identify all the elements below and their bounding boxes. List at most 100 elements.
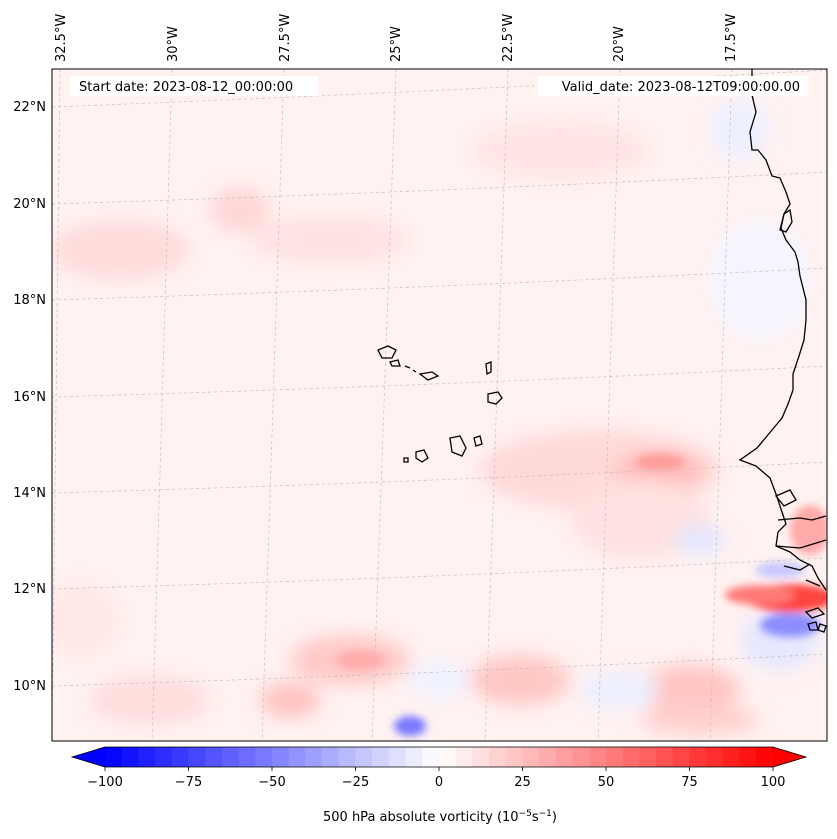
lat-label: 22°N (13, 100, 46, 115)
colorbar-tick-label: −75 (175, 775, 202, 790)
coast-detail (779, 208, 793, 233)
island (377, 345, 397, 359)
colorbar-segment (455, 747, 473, 767)
colorbar-segment (555, 747, 574, 767)
coast-detail (775, 515, 827, 549)
lat-label: 16°N (13, 390, 46, 405)
colorbar-segment (672, 747, 691, 767)
island (403, 457, 409, 463)
colorbar-segment (606, 747, 624, 767)
colorbar-label: 500 hPa absolute vorticity (10−5s−1) (323, 809, 557, 825)
lat-label: 14°N (13, 486, 46, 501)
colorbar-segment (589, 747, 607, 767)
colorbar-segment (121, 747, 139, 767)
colorbar-tick-label: 0 (435, 775, 443, 790)
vorticity-core (635, 454, 685, 470)
colorbar-tick-label: 75 (681, 775, 698, 790)
island (473, 435, 483, 447)
colorbar-segment (689, 747, 707, 767)
colorbar-tick-label: 100 (761, 775, 786, 790)
colorbar-tick-label: −50 (258, 775, 285, 790)
colorbar-segment (722, 747, 741, 767)
vorticity-core (755, 562, 805, 578)
vorticity-blob (710, 100, 770, 160)
island (449, 435, 467, 457)
lon-label: 20°W (612, 26, 627, 62)
colorbar-segment (739, 747, 757, 767)
colorbar-segment (355, 747, 373, 767)
lon-label: 22.5°W (501, 14, 516, 62)
coast-detail (774, 489, 797, 507)
vorticity-core (760, 613, 820, 637)
vorticity-core (394, 716, 426, 736)
map-background (52, 69, 827, 741)
island (487, 391, 503, 405)
coastline (738, 69, 827, 633)
lon-label: 30°W (166, 26, 181, 62)
colorbar-segment (255, 747, 273, 767)
colorbar-segment (138, 747, 156, 767)
longitude-labels: 32.5°W 30°W 27.5°W 25°W 22.5°W 20°W 17.5… (54, 14, 739, 62)
colorbar-tick-label: −25 (342, 775, 369, 790)
colorbar-segment (238, 747, 256, 767)
vorticity-blob (675, 525, 725, 555)
colorbar-segment (472, 747, 490, 767)
colorbar-segment (622, 747, 640, 767)
island (389, 359, 401, 367)
lat-label: 10°N (13, 679, 46, 694)
latitude-labels: 22°N 20°N 18°N 16°N 14°N 12°N 10°N (13, 100, 46, 694)
colorbar-segment (505, 747, 524, 767)
colorbar-segment (155, 747, 173, 767)
africa-coast (738, 69, 827, 591)
vorticity-blob (90, 675, 210, 725)
lon-label: 25°W (389, 26, 404, 62)
start-date-box (70, 76, 318, 96)
colorbar-segment (439, 747, 457, 767)
colorbar-segment (322, 747, 340, 767)
vorticity-blob (260, 682, 320, 718)
colorbar-segment (188, 747, 206, 767)
colorbar-segment (338, 747, 357, 767)
colorbar-ticks: −100 −75 −50 −25 0 25 50 75 100 (87, 767, 785, 790)
gridlines (52, 69, 827, 741)
valid-date: Valid_date: 2023-08-12T09:00:00.00 (562, 80, 800, 95)
colorbar-segment (522, 747, 540, 767)
colorbar-segment (656, 747, 674, 767)
cape-verde-islands (377, 345, 503, 463)
colorbar-segments (72, 747, 806, 767)
vorticity-blob (210, 188, 270, 232)
colorbar-extend-max (773, 747, 806, 767)
lat-label: 18°N (13, 293, 46, 308)
coast-detail (783, 563, 821, 587)
colorbar: −100 −75 −50 −25 0 25 50 75 100 500 hPa absolute… (70, 746, 808, 825)
lat-label: 12°N (13, 582, 46, 597)
island (415, 449, 429, 463)
vorticity-blob (580, 672, 660, 708)
colorbar-segment (639, 747, 657, 767)
colorbar-segment (105, 747, 123, 767)
colorbar-segment (288, 747, 306, 767)
lon-label: 27.5°W (278, 14, 293, 62)
vorticity-field (52, 100, 827, 736)
vorticity-blob (52, 220, 190, 280)
colorbar-segment (388, 747, 407, 767)
vorticity-blob (640, 705, 760, 735)
vorticity-blob (470, 655, 570, 705)
colorbar-segment (171, 747, 190, 767)
colorbar-segment (489, 747, 507, 767)
vorticity-blob (710, 220, 810, 340)
colorbar-segment (422, 747, 440, 767)
vorticity-blob (52, 580, 120, 660)
valid-date-box (538, 76, 808, 96)
colorbar-segment (572, 747, 590, 767)
colorbar-tick-label: −100 (87, 775, 123, 790)
colorbar-segment (706, 747, 724, 767)
colorbar-tick-label: 50 (598, 775, 615, 790)
island (418, 371, 440, 381)
vorticity-core (335, 650, 385, 670)
colorbar-extend-min (72, 747, 105, 767)
vorticity-blob (640, 665, 740, 715)
island (485, 361, 492, 376)
colorbar-segment (405, 747, 423, 767)
